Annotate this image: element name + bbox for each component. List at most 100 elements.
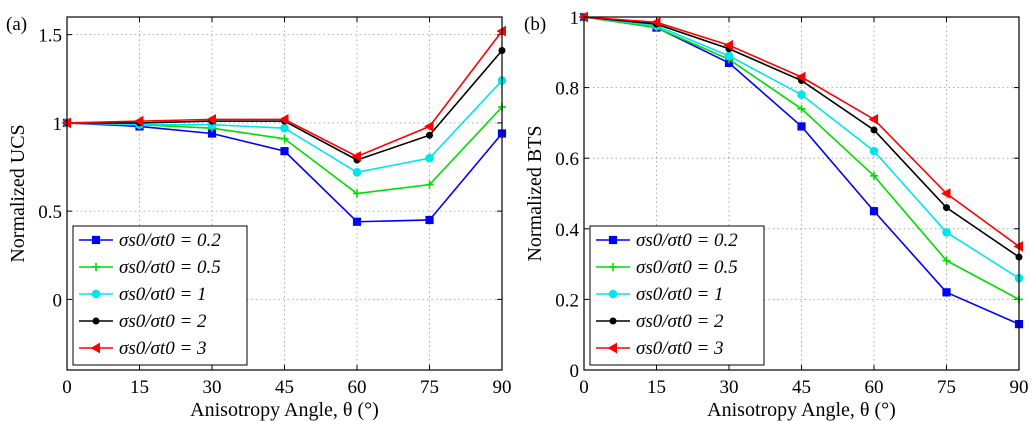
x-tick-label: 45 [792,377,811,398]
y-tick-label: 0 [570,361,580,382]
x-axis-label: Anisotropy Angle, θ (°) [190,399,379,421]
legend-marker [609,317,617,325]
legend-label: σs0/σt0 = 0.2 [636,230,738,251]
x-axis-label: Anisotropy Angle, θ (°) [707,399,896,421]
data-point [943,204,950,212]
legend-item: σs0/σt0 = 2 [596,311,724,332]
panel-label: (a) [6,14,27,35]
data-point [352,217,362,226]
x-tick-label: 15 [130,377,149,398]
data-point [723,39,733,51]
x-tick-label: 75 [420,377,439,398]
chart-panel-a: 0 15 30 45 60 75 90 0 0.5 1 1.5 Anisotropy Angle, θ… [6,14,512,421]
axes-frame [583,16,1020,371]
legend-label: σs0/σt0 = 0.5 [119,257,221,278]
y-tick-label: 0.5 [38,202,62,223]
data-point [870,126,878,134]
axes-frame [66,16,503,371]
data-point [278,114,289,125]
chart-panel-b: 0 15 30 45 60 75 90 0 0.2 0.4 0.6 0.8 1 Anisotropy An… [524,8,1029,421]
legend-marker [92,263,100,271]
y-tick-label: 1 [53,114,63,135]
legend-item: σs0/σt0 = 0.2 [596,230,738,251]
legend-marker [609,263,617,271]
legend-label: σs0/σt0 = 1 [636,284,724,305]
data-point [942,288,951,297]
data-point [870,171,878,180]
data-point [797,122,806,131]
data-point [206,114,216,125]
y-tick-label: 0.4 [555,220,579,241]
data-point [869,146,879,156]
legend-marker [608,289,618,299]
y-tick-label: 1 [570,8,580,29]
legend-label: σs0/σt0 = 2 [119,311,207,332]
data-point [795,71,806,83]
data-point [351,151,361,162]
y-tick-label: 1.5 [38,26,62,47]
x-tick-label: 45 [275,377,294,398]
legend-box [589,225,765,366]
x-tick-label: 60 [865,377,884,398]
legend-box [72,225,248,366]
legend-item: σs0/σt0 = 1 [596,284,724,305]
legend: σs0/σt0 = 0.2 σs0/σt0 = 0.5 σs0/σt0 = 1 σs0… [72,225,248,366]
data-point [869,207,879,216]
legend-label: σs0/σt0 = 0.2 [119,230,221,251]
data-point [425,153,434,163]
data-point [280,147,289,156]
data-point [426,131,433,139]
legend-label: σs0/σt0 = 0.5 [636,257,738,278]
data-point [797,104,806,113]
legend-marker [607,342,617,354]
legend-marker [92,317,100,325]
legend-item: σs0/σt0 = 1 [79,284,207,305]
y-tick-label: 0.2 [555,290,579,311]
data-point [280,134,289,143]
y-tick-label: 0.8 [555,79,579,100]
legend-label: σs0/σt0 = 1 [119,284,207,305]
x-tick-label: 75 [937,377,956,398]
data-point [942,256,951,265]
legend-marker [91,235,101,245]
y-axis-label: Normalized BTS [524,125,546,261]
data-point [940,188,951,199]
x-tick-label: 60 [348,377,367,398]
legend-item: σs0/σt0 = 3 [596,338,724,359]
legend-marker [608,235,618,245]
legend-item: σs0/σt0 = 0.2 [79,230,221,251]
x-tick-label: 90 [493,377,512,398]
legend-label: σs0/σt0 = 3 [119,338,207,359]
x-tick-label: 30 [720,377,739,398]
data-point [942,228,951,237]
data-point [133,115,144,127]
legend-label: σs0/σt0 = 3 [636,338,724,359]
y-axis-label: Normalized UCS [7,124,29,262]
legend: σs0/σt0 = 0.2 σs0/σt0 = 0.5 σs0/σt0 = 1 σs0… [589,225,765,366]
data-point [280,123,289,133]
data-point [425,215,434,225]
x-tick-label: 30 [203,377,222,398]
legend-marker [90,342,100,354]
x-tick-label: 0 [579,377,589,398]
data-point [423,121,434,132]
data-point [724,51,734,61]
legend-item: σs0/σt0 = 2 [79,311,207,332]
y-tick-label: 0 [53,290,63,311]
data-point [352,168,362,177]
legend-item: σs0/σt0 = 3 [79,338,207,359]
x-tick-label: 0 [62,377,72,398]
x-tick-label: 90 [1010,377,1029,398]
data-point [797,90,806,99]
data-point [353,189,361,198]
legend-marker [91,289,101,299]
panel-label: (b) [524,14,546,35]
y-tick-label: 0.6 [555,149,579,170]
data-point [868,114,878,125]
legend-item: σs0/σt0 = 0.5 [79,257,221,278]
data-point [650,16,661,28]
data-point [425,180,434,189]
legend-item: σs0/σt0 = 0.5 [596,257,738,278]
x-tick-label: 15 [647,377,666,398]
